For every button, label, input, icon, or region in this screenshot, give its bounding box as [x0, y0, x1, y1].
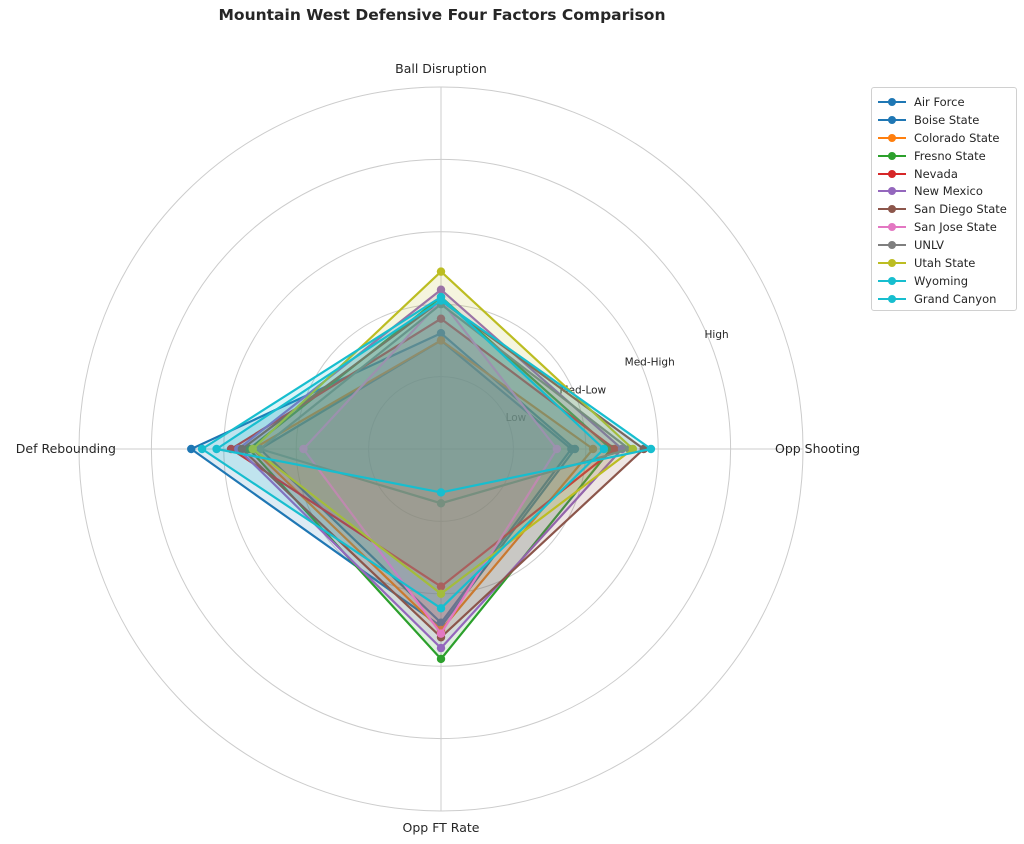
legend-label: Grand Canyon — [914, 291, 997, 306]
legend-label: Utah State — [914, 255, 976, 270]
radar-series — [187, 267, 656, 664]
series-fill — [303, 300, 557, 634]
axis-label: Ball Disruption — [395, 61, 487, 76]
axis-label: Def Rebounding — [16, 441, 116, 456]
series-point — [237, 444, 247, 454]
legend-swatch — [878, 115, 906, 125]
legend-item: Boise State — [878, 111, 1016, 129]
legend-swatch — [878, 133, 906, 143]
legend-item: New Mexico — [878, 182, 1016, 200]
series-point — [552, 444, 562, 454]
series-point — [436, 654, 446, 664]
legend-item: Fresno State — [878, 147, 1016, 165]
series-group — [299, 296, 562, 638]
legend-swatch — [878, 151, 906, 161]
legend-label: New Mexico — [914, 184, 983, 199]
legend-swatch — [878, 222, 906, 232]
series-point — [436, 296, 446, 305]
series-point — [436, 604, 446, 613]
series-fill — [216, 300, 651, 493]
series-point — [588, 444, 598, 454]
axis-label: Opp Shooting — [775, 441, 860, 456]
legend-swatch — [878, 186, 906, 196]
legend: Air Force Boise State Colorado State Fresno… — [871, 87, 1017, 311]
legend-label: Nevada — [914, 166, 958, 181]
series-point — [610, 444, 619, 454]
series-point — [436, 328, 446, 338]
legend-label: San Jose State — [914, 220, 997, 235]
legend-label: Boise State — [914, 112, 980, 127]
series-fill — [202, 297, 604, 609]
series-point — [567, 444, 576, 454]
series-point — [436, 499, 446, 508]
series-point — [436, 267, 446, 276]
series-point — [436, 643, 446, 653]
legend-swatch — [878, 276, 906, 286]
legend-swatch — [878, 294, 906, 304]
legend-item: Utah State — [878, 254, 1016, 272]
legend-label: San Diego State — [914, 202, 1007, 217]
legend-item: Air Force — [878, 93, 1016, 111]
legend-swatch — [878, 240, 906, 250]
ring-label: Low — [506, 412, 527, 424]
series-fill — [249, 297, 612, 659]
axis-label: Opp FT Rate — [403, 820, 480, 835]
legend-item: Grand Canyon — [878, 290, 1016, 308]
series-group — [212, 296, 656, 497]
series-group — [197, 292, 609, 613]
axis-labels: Ball Disruption Opp Shooting Opp FT Rate De… — [16, 61, 860, 835]
series-point — [599, 444, 609, 454]
series-fill — [241, 300, 644, 638]
legend-item: Colorado State — [878, 129, 1016, 147]
legend-swatch — [878, 97, 906, 107]
legend-label: Air Force — [914, 94, 965, 109]
legend-item: San Diego State — [878, 200, 1016, 218]
series-point — [628, 444, 638, 454]
legend-label: Colorado State — [914, 130, 1000, 145]
legend-label: Wyoming — [914, 273, 968, 288]
series-point — [248, 444, 257, 454]
series-point — [436, 629, 446, 638]
legend-swatch — [878, 204, 906, 214]
series-point — [197, 444, 207, 454]
legend-swatch — [878, 169, 906, 179]
series-point — [436, 618, 446, 627]
series-point — [436, 336, 446, 345]
series-fill — [231, 318, 615, 587]
series-point — [436, 488, 446, 497]
series-point — [436, 285, 446, 294]
legend-item: San Jose State — [878, 218, 1016, 236]
ring-label: High — [705, 329, 729, 341]
series-point — [436, 589, 446, 598]
legend-item: Nevada — [878, 165, 1016, 183]
series-point — [436, 582, 446, 591]
legend-swatch — [878, 258, 906, 268]
legend-item: UNLV — [878, 236, 1016, 254]
series-point — [299, 444, 308, 454]
series-fill — [260, 304, 630, 504]
legend-label: UNLV — [914, 238, 945, 253]
series-point — [255, 444, 265, 454]
series-fill — [191, 333, 575, 627]
ring-label: Med-High — [625, 357, 675, 369]
legend-item: Wyoming — [878, 272, 1016, 290]
series-group — [255, 300, 634, 508]
series-point — [187, 444, 196, 454]
legend-label: Fresno State — [914, 148, 986, 163]
chart-title: Mountain West Defensive Four Factors Com… — [218, 6, 666, 24]
series-point — [436, 314, 446, 323]
series-point — [212, 444, 221, 454]
series-point — [646, 444, 656, 454]
